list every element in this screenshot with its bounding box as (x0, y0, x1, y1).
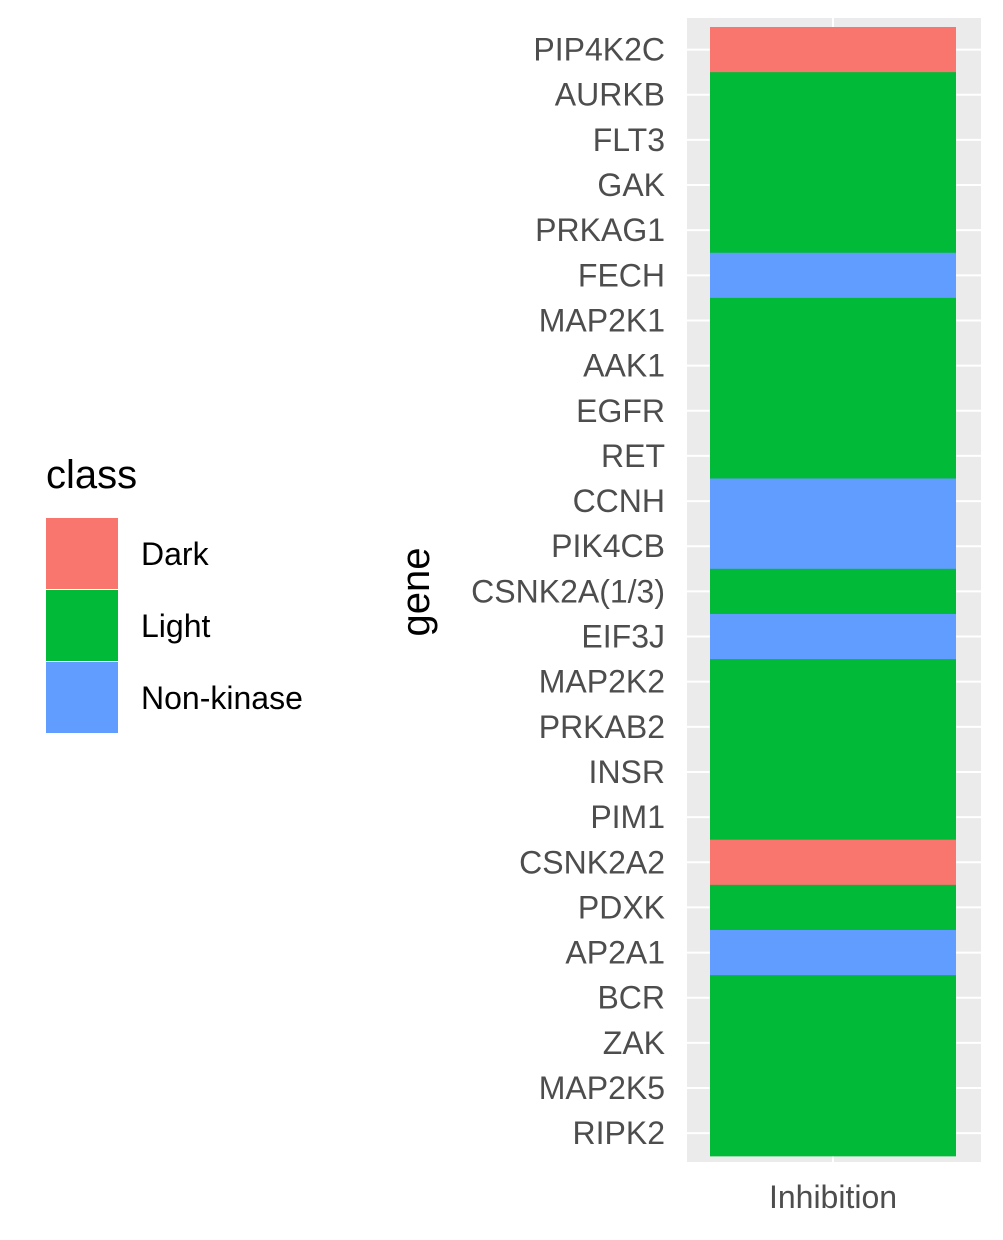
y-tick-label: CCNH (573, 483, 665, 519)
legend-key (46, 518, 118, 589)
heatmap-tiles (710, 27, 956, 1157)
heatmap-tile (710, 568, 956, 615)
y-tick-label: AURKB (555, 77, 665, 113)
heatmap-tile (710, 297, 956, 344)
y-tick-label: PRKAB2 (539, 709, 665, 745)
y-tick-label: MAP2K1 (539, 302, 665, 338)
legend-label: Non-kinase (141, 680, 303, 716)
y-tick-label: PIM1 (590, 799, 665, 835)
heatmap-tile (710, 704, 956, 750)
heatmap-tile (710, 1020, 956, 1067)
x-tick-labels: Inhibition (769, 1179, 897, 1215)
y-tick-label: RIPK2 (573, 1115, 665, 1151)
y-tick-label: MAP2K2 (539, 664, 665, 700)
heatmap-tile (710, 117, 956, 164)
heatmap-tile (710, 478, 956, 525)
y-tick-label: CSNK2A(1/3) (471, 573, 665, 609)
heatmap-tile (710, 839, 956, 886)
y-tick-label: CSNK2A2 (519, 844, 665, 880)
heatmap-tile (710, 884, 956, 931)
heatmap-tile (710, 975, 956, 1021)
y-tick-label: ZAK (603, 1025, 665, 1061)
x-tick-label: Inhibition (769, 1179, 897, 1215)
heatmap-tile (710, 388, 956, 434)
legend-key (46, 662, 118, 733)
legend-key (46, 590, 118, 661)
heatmap-tile (710, 343, 956, 389)
y-tick-label: MAP2K5 (539, 1070, 665, 1106)
y-tick-label: PRKAG1 (535, 212, 665, 248)
y-tick-label: GAK (597, 167, 665, 203)
y-tick-label: AP2A1 (565, 935, 665, 971)
y-tick-label: PDXK (578, 889, 665, 925)
heatmap-tile (710, 1065, 956, 1112)
y-tick-label: PIK4CB (551, 528, 665, 564)
heatmap-tile (710, 72, 956, 118)
heatmap-tile (710, 659, 956, 705)
y-tick-label: PIP4K2C (533, 32, 665, 68)
y-tick-label: RET (601, 438, 665, 474)
y-tick-label: BCR (597, 980, 665, 1016)
y-tick-labels: PIP4K2C AURKB FLT3 GAK PRKAG1 FECH MAP2K1 AAK1 E… (471, 32, 665, 1152)
heatmap-tile (710, 1110, 956, 1157)
legend-label: Light (141, 608, 211, 644)
y-tick-label: FLT3 (593, 122, 665, 158)
y-axis-title: gene (394, 548, 438, 637)
heatmap-tile (710, 613, 956, 660)
heatmap-tile (710, 794, 956, 841)
legend-title: class (46, 453, 137, 497)
heatmap-tile (710, 252, 956, 299)
heatmap-tile (710, 207, 956, 254)
heatmap-tile (710, 930, 956, 976)
heatmap-tile (710, 749, 956, 796)
heatmap-tile (710, 27, 956, 73)
legend: Dark Light Non-kinase (46, 518, 303, 733)
legend-label: Dark (141, 536, 210, 572)
heatmap-tile (710, 162, 956, 209)
y-tick-label: FECH (578, 257, 665, 293)
y-tick-label: EIF3J (581, 619, 665, 655)
y-tick-label: EGFR (576, 393, 665, 429)
heatmap-tile (710, 523, 956, 570)
heatmap-tile (710, 433, 956, 480)
y-tick-label: AAK1 (583, 348, 665, 384)
y-tick-label: INSR (589, 754, 665, 790)
